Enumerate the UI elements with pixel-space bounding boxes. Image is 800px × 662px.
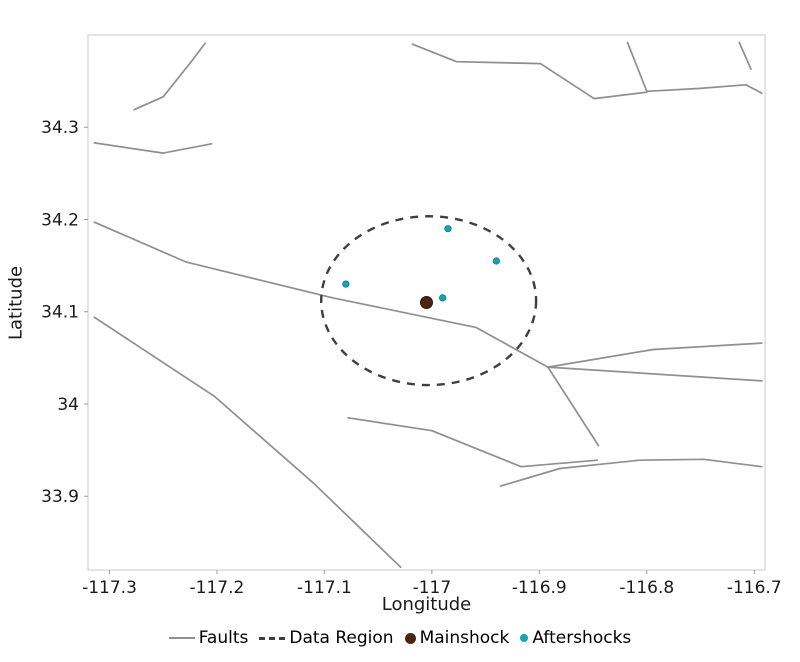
plot-frame	[87, 34, 766, 571]
y-tick-label: 34.2	[41, 210, 79, 230]
x-tick-label: -117.2	[190, 578, 245, 598]
aftershocks-dot-swatch	[520, 634, 529, 642]
fault-line	[347, 416, 599, 468]
fault-line	[411, 43, 648, 100]
legend-item-aftershocks: Aftershocks	[520, 628, 631, 648]
faults-line-swatch	[168, 637, 195, 639]
y-tick-label: 33.9	[41, 487, 79, 507]
fault-line	[738, 41, 752, 70]
legend-mainshock-label: Mainshock	[419, 628, 510, 648]
mainshock-dot-swatch	[404, 632, 416, 644]
x-tick-label: -116.7	[727, 578, 782, 598]
y-tick-label: 34	[57, 395, 79, 415]
x-tick-label: -117.3	[82, 578, 137, 598]
x-tick-label: -116.8	[619, 578, 674, 598]
fault-line	[93, 316, 402, 569]
fault-line	[93, 221, 763, 382]
x-tick-label: -117	[413, 578, 452, 598]
y-tick-label: 34.1	[41, 303, 79, 323]
aftershock-point	[492, 257, 500, 265]
y-tick-label: 34.3	[41, 118, 79, 138]
aftershock-point	[439, 294, 447, 302]
legend: Faults Data Region Mainshock Aftershocks	[0, 628, 800, 648]
fault-line	[547, 366, 600, 447]
fault-line	[626, 41, 763, 94]
legend-faults-label: Faults	[198, 628, 249, 648]
data-region-dash-swatch	[259, 636, 286, 640]
x-tick-label: -117.1	[297, 578, 352, 598]
aftershock-point	[342, 280, 350, 288]
fault-line	[93, 142, 213, 154]
fault-line	[133, 42, 206, 111]
legend-item-mainshock: Mainshock	[404, 628, 510, 648]
legend-item-faults: Faults	[168, 628, 249, 648]
mainshock-point	[420, 296, 433, 309]
legend-data-region-label: Data Region	[289, 628, 394, 648]
fault-line	[547, 342, 763, 368]
legend-aftershocks-label: Aftershocks	[532, 628, 632, 648]
x-axis-label: Longitude	[381, 594, 472, 615]
y-axis-label: Latitude	[5, 265, 27, 340]
data-region-ellipse	[319, 215, 538, 387]
legend-item-data-region: Data Region	[259, 628, 394, 648]
x-tick-label: -116.9	[512, 578, 567, 598]
aftershock-point	[444, 225, 452, 233]
fault-line	[499, 458, 763, 487]
